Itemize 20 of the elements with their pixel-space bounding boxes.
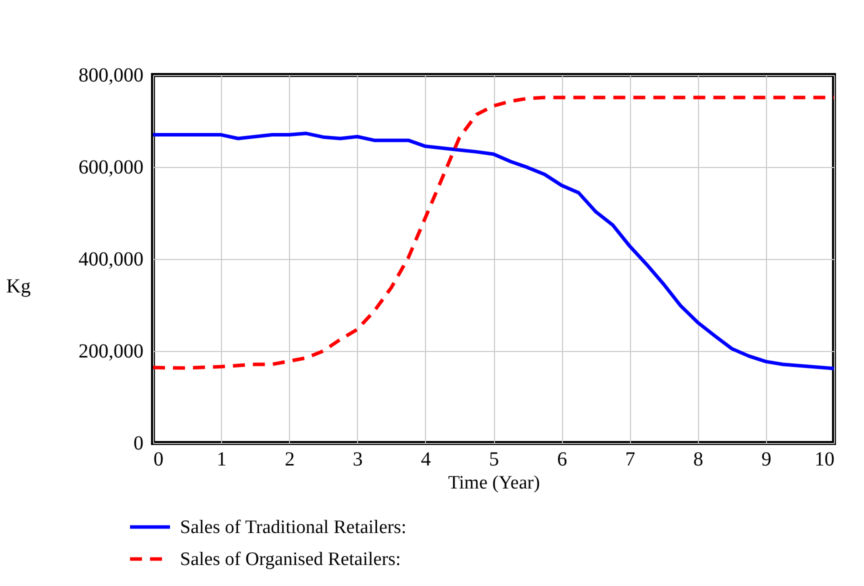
x-tick-label: 2 bbox=[284, 448, 295, 470]
y-tick-label: 400,000 bbox=[78, 248, 144, 270]
x-axis-title: Time (Year) bbox=[448, 472, 540, 494]
y-tick-label: 800,000 bbox=[78, 64, 144, 86]
y-tick-label: 0 bbox=[134, 432, 144, 454]
y-axis-title: Kg bbox=[6, 275, 31, 298]
x-tick-label: 10 bbox=[814, 448, 834, 470]
legend-label: Sales of Organised Retailers: bbox=[180, 549, 401, 570]
x-tick-label: 1 bbox=[216, 448, 227, 470]
x-tick-label: 5 bbox=[489, 448, 499, 470]
x-tick-label: 4 bbox=[420, 448, 431, 470]
y-tick-label: 600,000 bbox=[78, 156, 144, 178]
x-tick-label: 6 bbox=[557, 448, 568, 470]
x-tick-label: 9 bbox=[761, 448, 772, 470]
y-tick-label: 200,000 bbox=[78, 340, 144, 362]
x-tick-label: 8 bbox=[693, 448, 704, 470]
x-tick-label: 7 bbox=[625, 448, 636, 470]
x-tick-label: 0 bbox=[154, 448, 164, 470]
legend-label: Sales of Traditional Retailers: bbox=[180, 517, 406, 538]
x-tick-label: 3 bbox=[352, 448, 363, 470]
